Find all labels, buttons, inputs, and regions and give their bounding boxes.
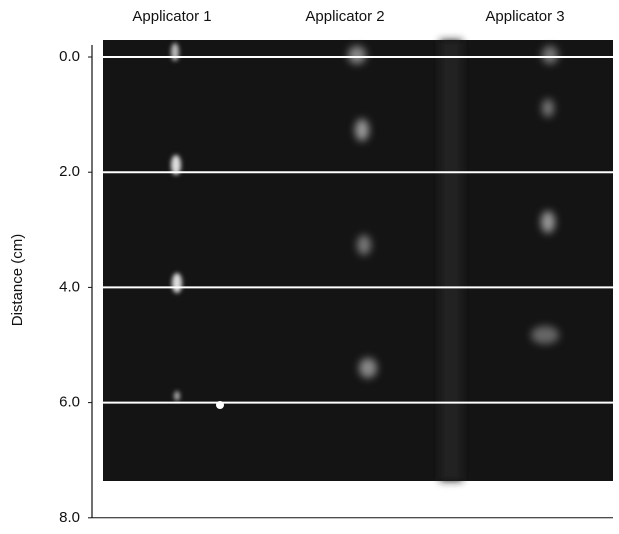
tick-label: 2.0 <box>59 163 80 180</box>
axis-label: Distance (cm) <box>9 234 26 327</box>
tick-label: 6.0 <box>59 394 80 411</box>
scan-image <box>103 40 613 481</box>
column-label: Applicator 1 <box>132 8 211 25</box>
tick-label: 8.0 <box>59 509 80 526</box>
tick-label: 0.0 <box>59 48 80 65</box>
column-label: Applicator 2 <box>305 8 384 25</box>
tick-label: 4.0 <box>59 278 80 295</box>
scan-spots <box>171 40 559 481</box>
column-label: Applicator 3 <box>485 8 564 25</box>
